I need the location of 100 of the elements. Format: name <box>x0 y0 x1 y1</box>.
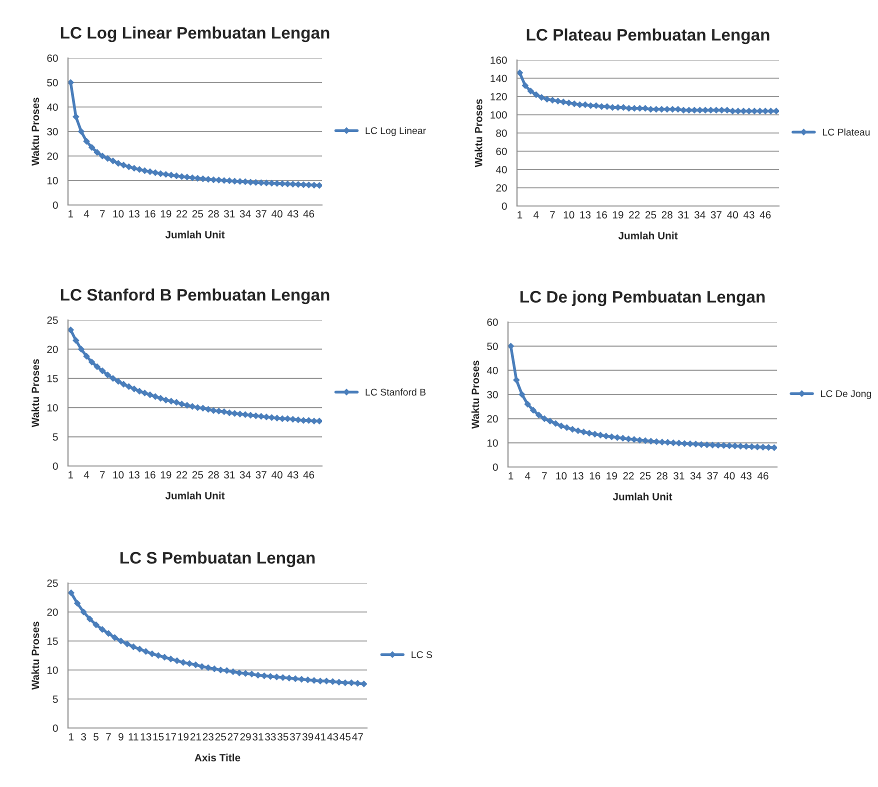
x-tick-label: 46 <box>757 472 768 480</box>
point <box>146 391 154 398</box>
point <box>130 164 138 172</box>
point <box>136 646 144 653</box>
point <box>157 394 164 402</box>
y-tick-label: 140 <box>490 74 507 82</box>
point <box>268 414 276 421</box>
point <box>570 100 578 108</box>
point <box>136 388 143 395</box>
point <box>554 98 562 104</box>
point <box>760 444 766 451</box>
x-tick-label: 28 <box>656 472 668 480</box>
point <box>111 634 118 641</box>
point <box>125 163 132 170</box>
point <box>200 175 206 182</box>
point <box>184 402 190 409</box>
x-tick-label: 1 <box>68 210 74 218</box>
point <box>141 390 148 396</box>
x-tick-label: 4 <box>524 472 530 480</box>
point <box>98 152 106 160</box>
point <box>68 589 75 596</box>
point <box>94 363 101 370</box>
y-tick-label: 0 <box>52 202 58 209</box>
point <box>530 406 537 414</box>
point <box>300 181 307 188</box>
point <box>157 170 164 178</box>
point <box>130 385 138 392</box>
point <box>300 417 307 424</box>
point <box>230 668 237 676</box>
x-tick-label: 19 <box>606 472 617 480</box>
point <box>546 418 554 425</box>
x-tick-label: 43 <box>743 211 754 219</box>
y-tick-label: 20 <box>496 184 507 192</box>
point <box>574 427 582 434</box>
y-tick-label: 40 <box>496 166 507 174</box>
point <box>604 103 610 110</box>
point <box>298 676 306 683</box>
point <box>620 104 627 111</box>
x-tick-label: 1 <box>508 472 514 480</box>
point <box>88 358 96 366</box>
x-tick-label: 25 <box>640 472 651 480</box>
x-tick-label: 1 <box>69 733 74 740</box>
point <box>591 430 598 438</box>
point <box>168 398 175 405</box>
point <box>734 108 742 115</box>
y-tick-label: 20 <box>47 608 58 616</box>
x-tick-label: 22 <box>629 211 640 218</box>
x-axis-title: Axis Title <box>194 754 240 762</box>
point <box>563 424 570 432</box>
point <box>130 643 137 650</box>
x-tick-label: 28 <box>208 210 219 218</box>
x-tick-label: 27 <box>228 733 238 740</box>
x-tick-label: 4 <box>533 211 539 218</box>
x-tick-label: 17 <box>166 733 176 740</box>
x-tick-label: 25 <box>192 210 204 218</box>
y-axis-title: Waktu Proses <box>474 99 482 168</box>
point <box>522 82 529 89</box>
x-tick-label: 16 <box>590 472 600 480</box>
x-tick-label: 16 <box>145 471 156 479</box>
point <box>527 88 534 94</box>
point <box>609 104 616 111</box>
y-tick-label: 20 <box>487 415 498 423</box>
legend-label: LC S <box>412 651 432 658</box>
x-tick-label: 21 <box>190 733 201 740</box>
point <box>198 663 206 670</box>
x-tick-label: 7 <box>542 472 547 480</box>
point <box>274 180 280 187</box>
y-tick-label: 0 <box>52 724 58 732</box>
point <box>120 162 127 169</box>
x-axis-title: Jumlah Unit <box>165 492 225 500</box>
x-tick-label: 43 <box>287 210 298 218</box>
y-axis-title: Waktu Proses <box>31 98 40 166</box>
point <box>104 155 112 162</box>
point <box>215 408 222 415</box>
x-tick-label: 1 <box>68 471 74 478</box>
point <box>254 672 262 679</box>
point <box>580 428 588 436</box>
point <box>252 412 260 420</box>
point <box>517 69 524 76</box>
point <box>98 626 106 633</box>
point <box>260 672 268 680</box>
y-tick-label: 50 <box>487 342 498 350</box>
y-tick-label: 20 <box>47 346 58 354</box>
x-tick-label: 46 <box>303 471 314 479</box>
point <box>625 104 632 112</box>
x-tick-label: 13 <box>129 210 140 218</box>
point <box>192 661 200 668</box>
x-tick-label: 31 <box>224 210 235 218</box>
y-tick-label: 30 <box>487 391 498 398</box>
point <box>535 412 542 418</box>
x-tick-label: 10 <box>556 472 567 480</box>
point <box>94 148 101 156</box>
point <box>83 138 90 145</box>
point <box>223 667 230 674</box>
x-tick-label: 3 <box>81 733 86 741</box>
x-tick-label: 34 <box>694 211 706 219</box>
x-tick-label: 31 <box>252 733 264 741</box>
legend-label: LC De Jong <box>821 390 872 400</box>
y-tick-label: 25 <box>47 316 58 324</box>
x-tick-label: 13 <box>140 733 152 741</box>
